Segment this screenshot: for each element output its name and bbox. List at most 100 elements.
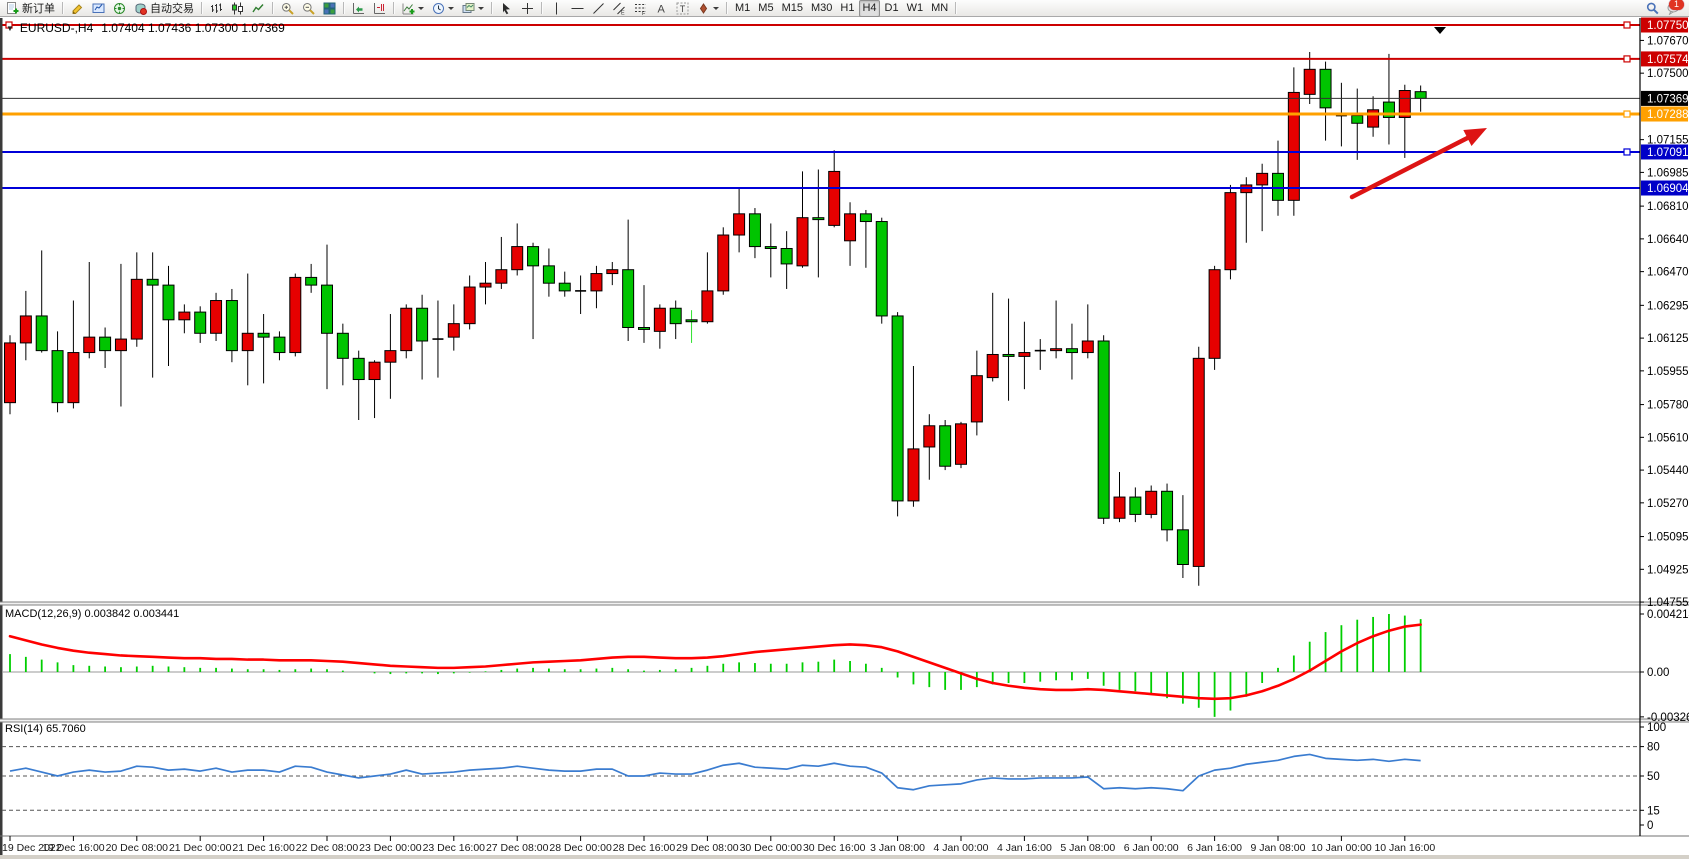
time-axis-label[interactable]: 28 Dec 16:00 bbox=[613, 842, 676, 854]
timeframe-m15-label: M15 bbox=[781, 2, 803, 14]
panel-separator[interactable] bbox=[0, 602, 1689, 605]
timeframe-h1-button[interactable]: H1 bbox=[837, 0, 857, 17]
toolbar-button-text[interactable]: A bbox=[652, 0, 671, 17]
time-axis-label[interactable]: 3 Jan 08:00 bbox=[870, 842, 925, 854]
toolbar-button-bar-chart[interactable] bbox=[207, 0, 226, 17]
toolbar-button-tile-windows[interactable] bbox=[320, 0, 339, 17]
timeframe-m1-button[interactable]: M1 bbox=[732, 0, 753, 17]
toolbar-button-trendline[interactable] bbox=[589, 0, 608, 17]
candle-body bbox=[1367, 109, 1380, 128]
timeframe-mn-button[interactable]: MN bbox=[928, 0, 951, 17]
chart-background[interactable] bbox=[0, 17, 1689, 859]
time-axis-label[interactable]: 21 Dec 16:00 bbox=[232, 842, 295, 854]
trend-arrow-head[interactable] bbox=[1463, 128, 1487, 147]
price-level-handle[interactable] bbox=[1623, 148, 1631, 156]
time-axis-label[interactable]: 6 Jan 16:00 bbox=[1187, 842, 1242, 854]
toolbar-group-1: 自动交易 bbox=[67, 0, 198, 17]
candle-body bbox=[416, 307, 429, 342]
price-badge bbox=[1641, 180, 1688, 196]
toolbar-button-fibonacci[interactable]: F bbox=[631, 0, 650, 17]
toolbar-button-line-chart[interactable] bbox=[249, 0, 268, 17]
time-axis-label[interactable]: 29 Dec 08:00 bbox=[676, 842, 739, 854]
toolbar-button-cursor[interactable] bbox=[497, 0, 516, 17]
toolbar-button-crosshair[interactable] bbox=[518, 0, 537, 17]
toolbar-button-navigator[interactable] bbox=[110, 0, 129, 17]
notifications-button[interactable]: 1 bbox=[1664, 0, 1684, 17]
toolbar-button-candlestick-chart[interactable] bbox=[228, 0, 247, 17]
toolbar-button-periods[interactable] bbox=[429, 0, 457, 17]
timeframe-d1-button[interactable]: D1 bbox=[882, 0, 902, 17]
time-axis-label[interactable]: 6 Jan 00:00 bbox=[1124, 842, 1179, 854]
time-axis-label[interactable]: 28 Dec 00:00 bbox=[549, 842, 612, 854]
toolbar-button-text-label[interactable]: T bbox=[673, 0, 692, 17]
time-axis-label[interactable]: 9 Jan 08:00 bbox=[1251, 842, 1306, 854]
toolbar-button-profiles[interactable] bbox=[68, 0, 87, 17]
time-axis-label[interactable]: 4 Jan 16:00 bbox=[997, 842, 1052, 854]
timeframe-w1-label: W1 bbox=[906, 2, 924, 14]
toolbar-button-autotrading[interactable]: 自动交易 bbox=[131, 0, 197, 17]
svg-text:F: F bbox=[642, 11, 646, 15]
candle-body bbox=[606, 269, 619, 275]
time-axis-label[interactable]: 23 Dec 00:00 bbox=[359, 842, 422, 854]
time-axis-label[interactable]: 30 Dec 16:00 bbox=[803, 842, 866, 854]
candle-body bbox=[495, 269, 508, 284]
price-level-handle[interactable] bbox=[1623, 55, 1631, 63]
toolbar-button-auto-scroll[interactable] bbox=[349, 0, 368, 17]
chart-menu-arrow-icon[interactable]: ▼ bbox=[6, 23, 14, 33]
toolbar-button-arrows[interactable] bbox=[694, 0, 722, 17]
candle-body bbox=[685, 319, 698, 323]
price-level-handle[interactable] bbox=[1623, 110, 1631, 118]
toolbar-separator bbox=[201, 2, 203, 14]
vertical-line-icon bbox=[550, 2, 563, 15]
candle-body bbox=[511, 246, 524, 271]
time-axis-label[interactable]: 5 Jan 08:00 bbox=[1060, 842, 1115, 854]
profiles-icon bbox=[71, 2, 84, 15]
search-button[interactable] bbox=[1643, 0, 1662, 17]
toolbar-button-market-watch[interactable] bbox=[89, 0, 108, 17]
toolbar-button-horizontal-line[interactable] bbox=[568, 0, 587, 17]
candle-body bbox=[812, 217, 825, 221]
time-axis-label[interactable]: 22 Dec 08:00 bbox=[296, 842, 359, 854]
candle-body bbox=[558, 282, 571, 292]
timeframe-m30-button[interactable]: M30 bbox=[808, 0, 835, 17]
time-axis-label[interactable]: 10 Jan 00:00 bbox=[1311, 842, 1372, 854]
price-badge bbox=[1641, 90, 1688, 106]
time-axis-label[interactable]: 27 Dec 08:00 bbox=[486, 842, 549, 854]
candle-body bbox=[35, 315, 48, 352]
toolbar-button-new-order[interactable]: 新订单 bbox=[3, 0, 58, 17]
time-axis-label[interactable]: 19 Dec 2022 bbox=[2, 842, 62, 854]
toolbar-button-indicators[interactable] bbox=[399, 0, 427, 17]
price-level-handle[interactable] bbox=[5, 21, 13, 29]
toolbar-button-vertical-line[interactable] bbox=[547, 0, 566, 17]
toolbar-button-zoom-out[interactable] bbox=[299, 0, 318, 17]
candle-body bbox=[1113, 496, 1126, 519]
chart-title[interactable]: ▼ EURUSD-,H4 1.07404 1.07436 1.07300 1.0… bbox=[6, 21, 285, 35]
candle-body bbox=[99, 336, 112, 352]
svg-text:A: A bbox=[658, 3, 666, 15]
toolbar-button-zoom-in[interactable] bbox=[278, 0, 297, 17]
timeframe-m5-button[interactable]: M5 bbox=[755, 0, 776, 17]
trend-arrow-line[interactable] bbox=[1349, 135, 1470, 200]
time-axis-label[interactable]: 23 Dec 16:00 bbox=[423, 842, 486, 854]
time-axis-label[interactable]: 21 Dec 00:00 bbox=[169, 842, 232, 854]
timeframe-m1-label: M1 bbox=[735, 2, 751, 14]
timeframe-w1-button[interactable]: W1 bbox=[904, 0, 927, 17]
timeframe-h4-button[interactable]: H4 bbox=[859, 0, 880, 17]
price-level-handle[interactable] bbox=[1623, 21, 1631, 29]
candle-body bbox=[1176, 529, 1189, 565]
toolbar-button-templates[interactable] bbox=[459, 0, 487, 17]
time-axis-label[interactable]: 30 Dec 00:00 bbox=[740, 842, 803, 854]
timeframe-m15-button[interactable]: M15 bbox=[779, 0, 806, 17]
candle-body bbox=[1081, 340, 1094, 354]
candle-body bbox=[1050, 348, 1063, 352]
toolbar-button-chart-shift[interactable] bbox=[370, 0, 389, 17]
time-axis-label[interactable]: 20 Dec 08:00 bbox=[106, 842, 169, 854]
time-axis-label[interactable]: 4 Jan 00:00 bbox=[934, 842, 989, 854]
time-axis-label[interactable]: 19 Dec 16:00 bbox=[42, 842, 105, 854]
time-axis-label[interactable]: 10 Jan 16:00 bbox=[1374, 842, 1435, 854]
rsi-axis-tick-label: 80 bbox=[1647, 742, 1660, 754]
toolbar-button-equidistant-channel[interactable]: E bbox=[610, 0, 629, 17]
panel-separator[interactable] bbox=[0, 719, 1689, 722]
